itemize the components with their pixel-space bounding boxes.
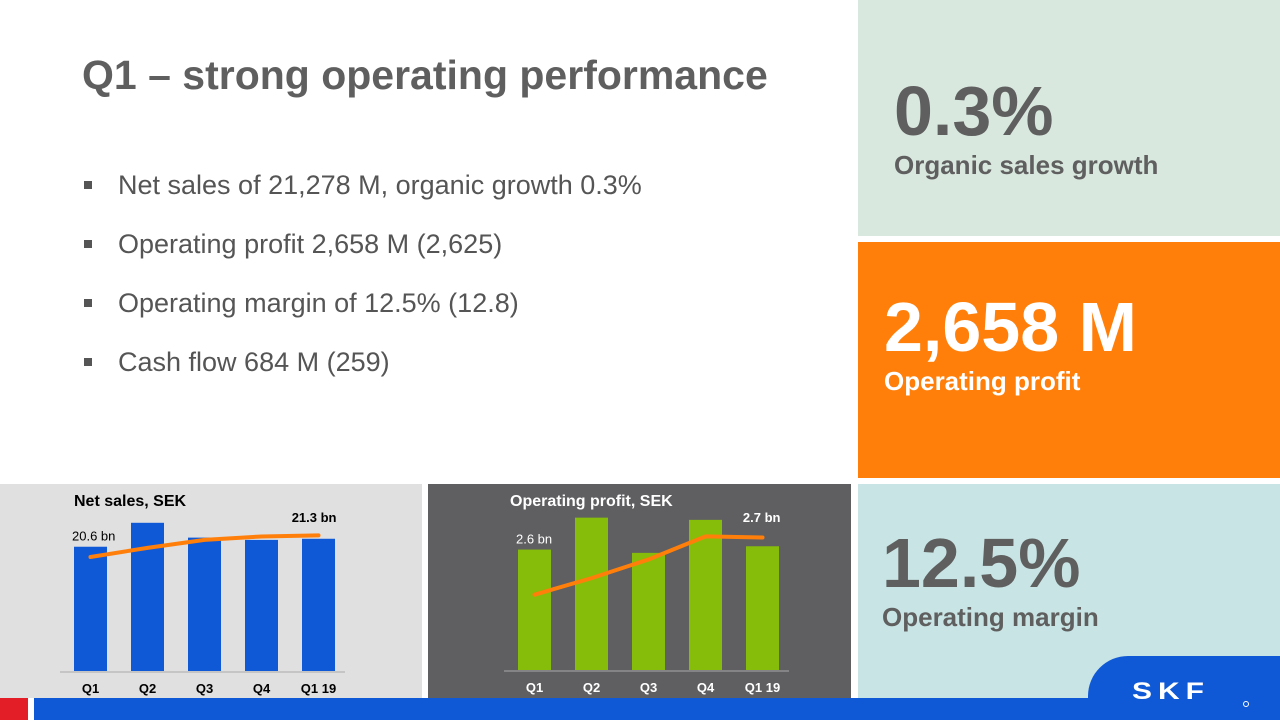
x-tick-label: Q4 [253,681,271,696]
bar [518,549,551,670]
kpi-label: Operating margin [882,602,1099,632]
bullet-icon [84,181,92,189]
kpi-operating-margin: 12.5% Operating margin [858,484,1280,720]
data-label: 20.6 bn [72,529,115,544]
operating-profit-chart: Operating profit, SEK Q1 Q2 Q3 Q4 Q1 19 2.6 bn… [504,493,789,695]
page-title: Q1 – strong operating performance [82,52,768,98]
chart-title: Operating profit, SEK [510,493,673,510]
bar [302,538,335,671]
bar [188,537,221,671]
bar [632,552,665,670]
bullet-item: Operating profit 2,658 M (2,625) [82,229,642,288]
kpi-label: Operating profit [884,366,1081,396]
data-label: 2.7 bn [743,510,781,525]
bar [74,546,107,671]
bar [245,539,278,671]
bullet-icon [84,358,92,366]
data-label: 2.6 bn [516,532,552,547]
bullet-icon [84,299,92,307]
bar [575,517,608,670]
bullet-icon [84,240,92,248]
x-tick-label: Q4 [697,680,715,695]
bullet-item: Cash flow 684 M (259) [82,347,642,406]
bullet-text: Net sales of 21,278 M, organic growth 0.… [118,170,642,200]
bar [746,546,779,670]
kpi-value: 12.5% [882,524,1081,602]
data-label: 21.3 bn [292,510,337,525]
x-tick-label: Q2 [583,680,600,695]
kpi-operating-profit: 2,658 M Operating profit [858,242,1280,478]
net-sales-chart-panel: Net sales, SEK Q1 Q2 Q3 Q4 Q1 19 20.6 bn 21.3 b… [0,484,422,698]
kpi-organic-growth: 0.3% Organic sales growth [858,0,1280,236]
bullet-text: Operating margin of 12.5% (12.8) [118,288,519,318]
kpi-value: 0.3% [894,72,1054,150]
x-tick-label: Q1 [526,680,543,695]
bar [689,519,722,670]
skf-logo: SKF [1088,656,1280,720]
kpi-value: 2,658 M [884,288,1137,366]
chart-title: Net sales, SEK [74,493,187,510]
footer-bar [34,698,1280,720]
kpi-label: Organic sales growth [894,150,1159,180]
bullet-item: Operating margin of 12.5% (12.8) [82,288,642,347]
net-sales-chart: Net sales, SEK Q1 Q2 Q3 Q4 Q1 19 20.6 bn 21.3 b… [60,493,345,696]
x-tick-label: Q3 [196,681,213,696]
x-tick-label: Q1 [82,681,99,696]
x-tick-label: Q3 [640,680,657,695]
bullet-text: Operating profit 2,658 M (2,625) [118,229,503,259]
trend-line [88,533,321,559]
footer-red-block [0,698,28,720]
x-tick-label: Q2 [139,681,156,696]
x-tick-label: Q1 19 [745,680,780,695]
bullet-item: Net sales of 21,278 M, organic growth 0.… [82,170,642,229]
operating-profit-chart-panel: Operating profit, SEK Q1 Q2 Q3 Q4 Q1 19 2.6 bn… [428,484,851,698]
bullet-list: Net sales of 21,278 M, organic growth 0.… [82,170,642,406]
trend-line [532,534,765,597]
bullet-text: Cash flow 684 M (259) [118,347,390,377]
svg-text:SKF: SKF [1132,677,1210,704]
x-tick-label: Q1 19 [301,681,336,696]
